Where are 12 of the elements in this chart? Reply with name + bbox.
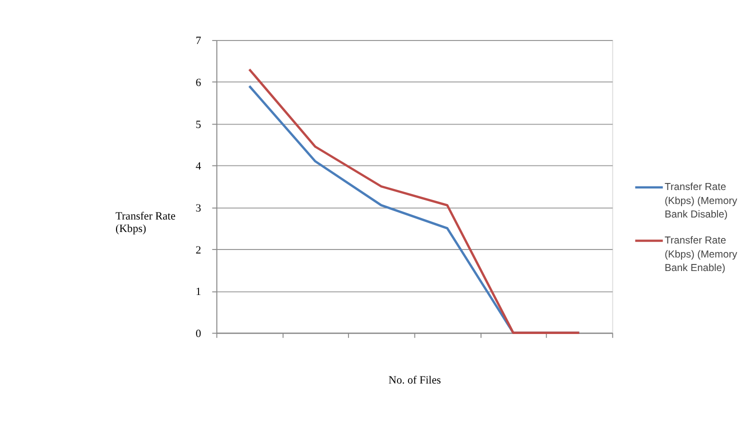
legend-label: Transfer Rate (Kbps) (Memory Bank Enable) [664,236,738,274]
y-axis-title: Transfer Rate (Kbps) [116,210,176,236]
y-tick-label: 5 [196,118,202,131]
y-tick-label: 4 [196,160,202,173]
y-tick-label: 2 [196,244,202,256]
y-tick-label: 6 [196,77,202,90]
y-tick-label: 0 [196,328,202,340]
y-tick-label: 1 [196,286,202,298]
legend-label: Transfer Rate (Kbps) (Memory Bank Disable) [664,182,738,221]
x-axis-title: No. of Files [388,374,441,386]
y-tick-label: 7 [196,35,202,48]
y-tick-label: 3 [196,202,202,214]
